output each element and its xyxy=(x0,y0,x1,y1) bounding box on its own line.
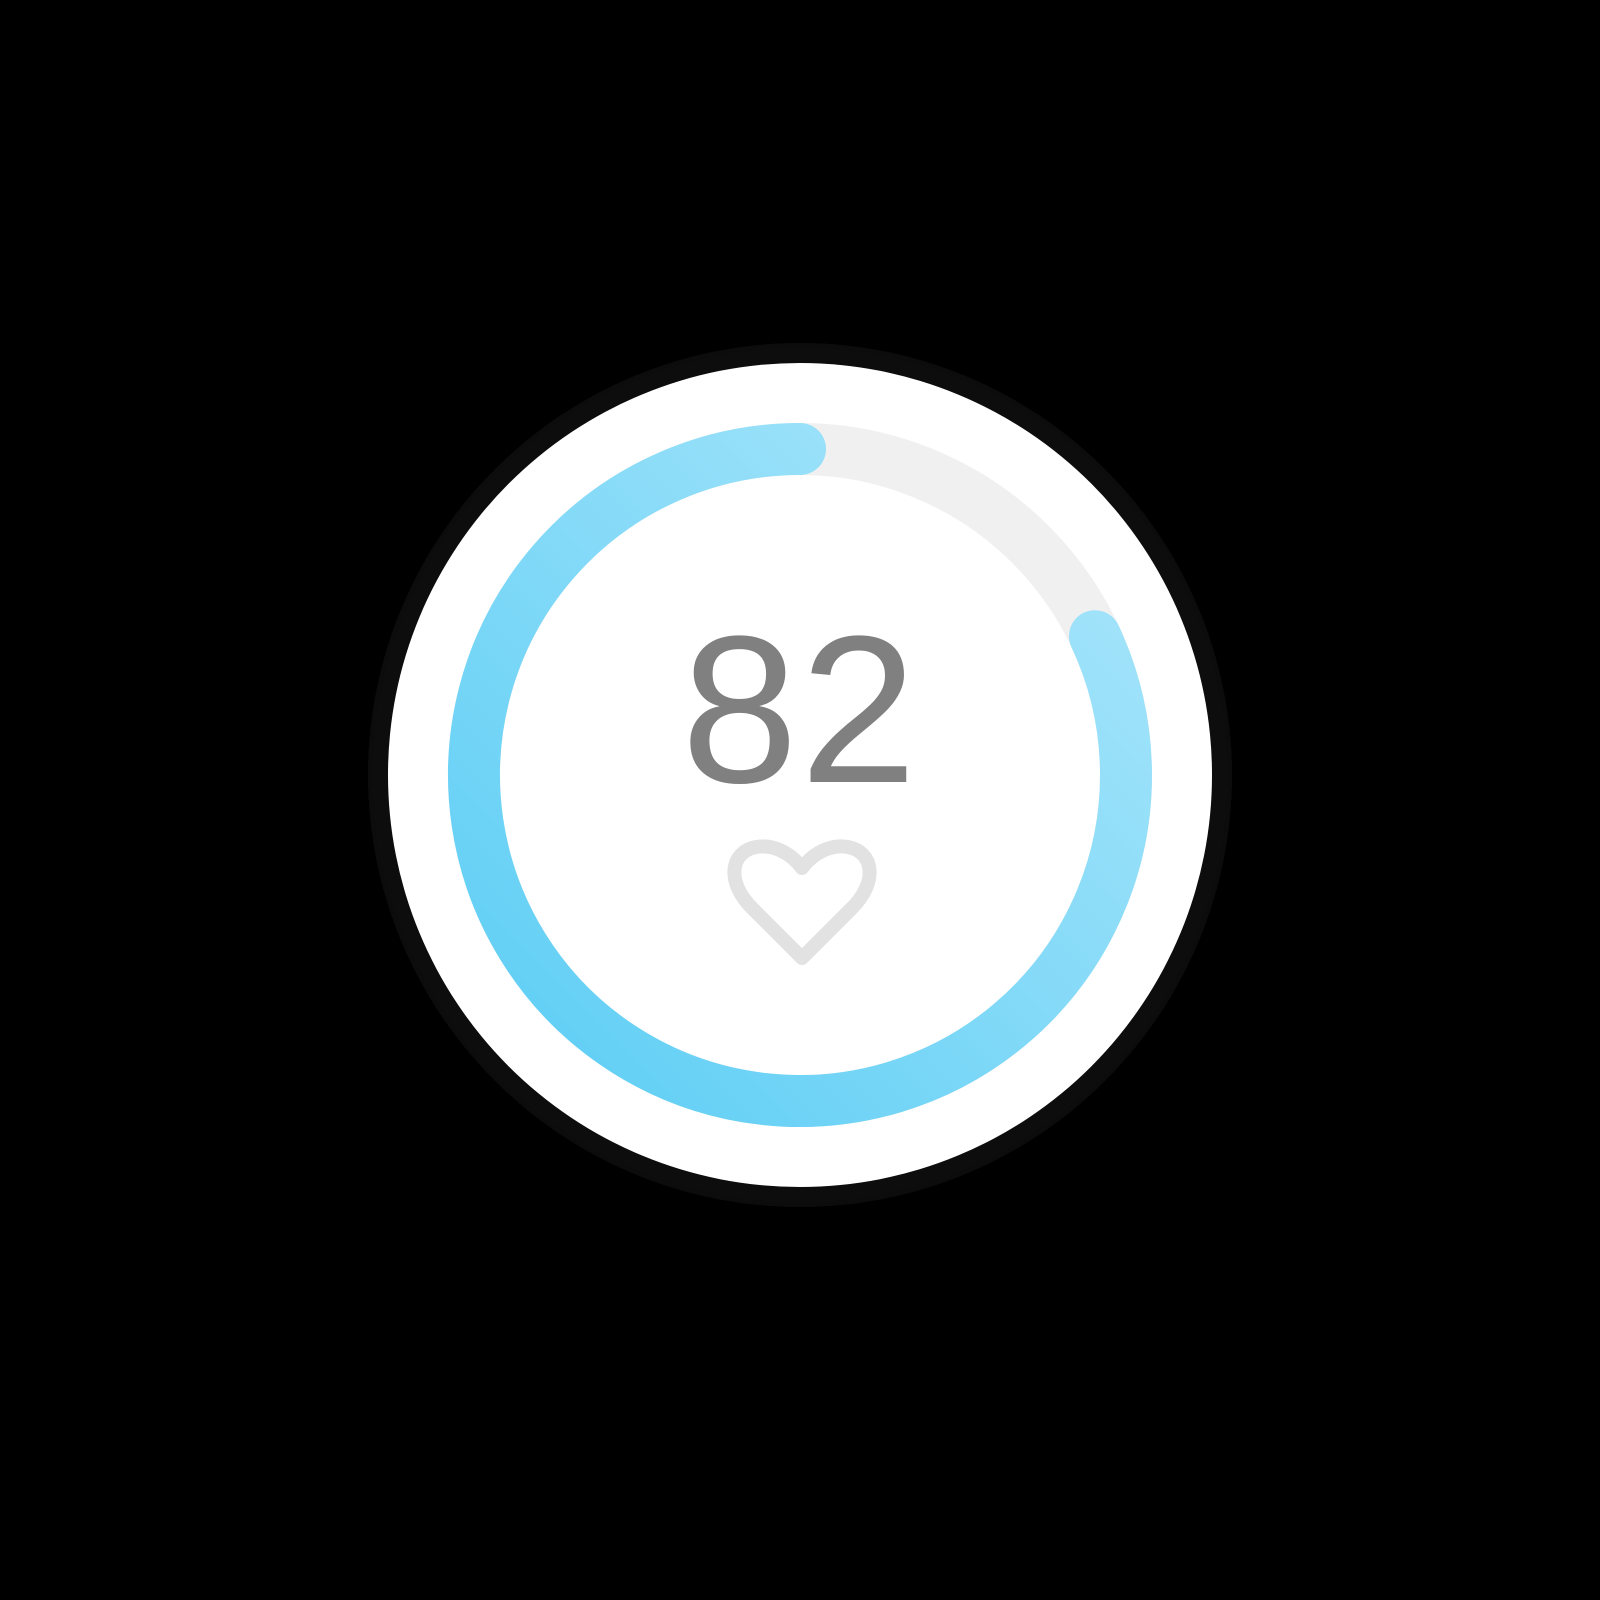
heart-outline-icon xyxy=(727,839,877,965)
score-value: 82 xyxy=(681,592,919,827)
widget-face xyxy=(388,363,1212,1187)
progress-arc xyxy=(448,423,1152,1127)
